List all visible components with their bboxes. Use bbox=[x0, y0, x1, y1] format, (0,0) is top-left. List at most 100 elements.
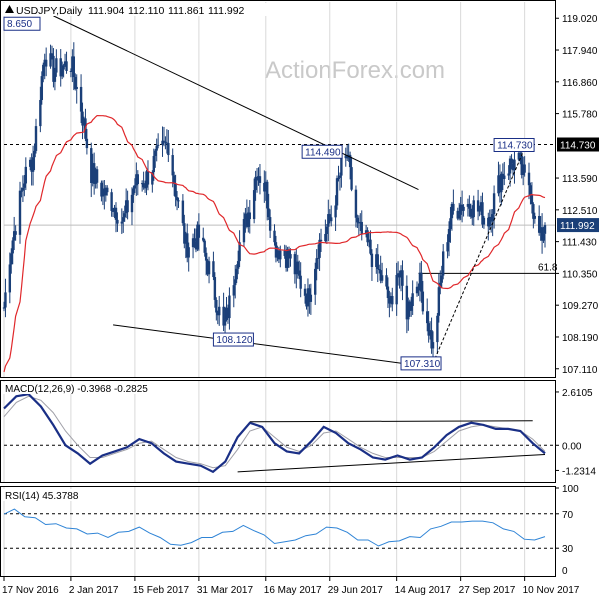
current-price-label: 111.992 bbox=[560, 221, 595, 232]
candle-body bbox=[140, 183, 144, 185]
candle-body bbox=[415, 286, 419, 294]
candle-body bbox=[431, 342, 435, 349]
candle-body bbox=[466, 203, 470, 207]
candle-body bbox=[30, 159, 33, 172]
candle-body bbox=[370, 253, 374, 267]
candle-body bbox=[122, 217, 125, 222]
candle-body bbox=[74, 77, 77, 89]
macd-title-bg bbox=[3, 382, 163, 394]
candle-body bbox=[143, 187, 147, 189]
candle-body bbox=[510, 158, 513, 164]
candle-body bbox=[513, 159, 516, 171]
x-axis-label: 27 Sep 2017 bbox=[459, 585, 516, 596]
y-axis-label: 110.350 bbox=[562, 269, 598, 280]
candle-body bbox=[418, 272, 422, 291]
candle-body bbox=[492, 193, 496, 215]
y-axis-label: 119.020 bbox=[562, 14, 598, 25]
candle-body bbox=[44, 59, 48, 67]
y-axis-label: 112.510 bbox=[562, 206, 598, 217]
candle-body bbox=[33, 150, 36, 158]
candle-body bbox=[258, 176, 262, 183]
header-triangle-icon bbox=[5, 5, 14, 13]
candle-body bbox=[327, 214, 330, 227]
candle-body bbox=[279, 250, 282, 260]
y-axis-label: 117.940 bbox=[562, 46, 598, 57]
candle-body bbox=[111, 210, 115, 212]
candle-body bbox=[360, 221, 363, 235]
y-axis-label: 113.590 bbox=[562, 174, 598, 185]
candle-body bbox=[136, 174, 139, 185]
x-axis-label: 17 Nov 2016 bbox=[2, 585, 59, 596]
candle-body bbox=[50, 53, 54, 56]
macd-rising-trendline bbox=[237, 453, 546, 473]
candle-body bbox=[396, 273, 400, 275]
price-callout-label: 108.120 bbox=[216, 335, 253, 346]
candle-body bbox=[11, 240, 14, 254]
rsi-y-label: 100 bbox=[562, 484, 579, 495]
price-callout-label: 114.490 bbox=[305, 147, 341, 158]
candle-body bbox=[319, 239, 323, 242]
candle-body bbox=[2, 307, 6, 309]
y-axis-label: 107.110 bbox=[562, 365, 598, 376]
candle-body bbox=[75, 86, 78, 89]
candle-body bbox=[532, 204, 535, 219]
candle-body bbox=[197, 224, 201, 238]
candle-body bbox=[497, 175, 500, 194]
chart-header: USDJPY,Daily 111.904 112.110 111.861 111… bbox=[2, 3, 272, 17]
rsi-title-bg bbox=[3, 489, 83, 501]
fibonacci-level-label: 61.8 bbox=[538, 262, 558, 273]
candle-body bbox=[49, 53, 52, 67]
candle-body bbox=[338, 175, 342, 178]
candle-body bbox=[488, 216, 491, 227]
candle-body bbox=[366, 230, 369, 243]
candle-body bbox=[161, 140, 164, 145]
candle-body bbox=[411, 293, 414, 306]
annotation-layer: 8.650 114.490 114.730 108.120 107.310 bbox=[3, 16, 535, 371]
y-axis-label: 109.270 bbox=[562, 301, 599, 312]
candle-body bbox=[225, 307, 228, 320]
moving-average-line bbox=[3, 114, 546, 373]
candle-body bbox=[226, 307, 230, 319]
candle-body bbox=[95, 169, 99, 183]
rsi-line bbox=[3, 508, 546, 547]
candle-body bbox=[133, 185, 137, 189]
candle-body bbox=[152, 155, 155, 173]
candle-body bbox=[298, 270, 301, 276]
trendline-layer bbox=[53, 15, 526, 367]
candle-body bbox=[59, 58, 62, 77]
candle-body bbox=[203, 240, 206, 253]
candle-body bbox=[335, 178, 339, 206]
candle-body bbox=[162, 140, 166, 142]
candle-body bbox=[399, 270, 403, 278]
candle-body bbox=[110, 192, 113, 211]
candle-body bbox=[447, 228, 451, 243]
candle-body bbox=[395, 274, 398, 305]
axis-layer: 17 Nov 2016 2 Jan 2017 15 Feb 2017 31 Mar 2… bbox=[2, 14, 599, 596]
candle-body bbox=[523, 164, 526, 173]
x-axis-label: 31 Mar 2017 bbox=[197, 585, 254, 596]
candle-body bbox=[40, 76, 44, 100]
candle-body bbox=[273, 230, 276, 243]
candle-body bbox=[255, 176, 259, 181]
candle-body bbox=[71, 56, 74, 72]
candle-body bbox=[376, 254, 379, 270]
candle-body bbox=[439, 282, 442, 288]
falling-support-trendline bbox=[113, 324, 423, 367]
candle-body bbox=[344, 155, 347, 159]
rsi-title: RSI(14) 45.3788 bbox=[5, 491, 79, 502]
candle-body bbox=[511, 163, 515, 171]
header-open: 111.904 bbox=[88, 5, 125, 17]
candle-body bbox=[244, 213, 247, 220]
candle-body bbox=[268, 217, 272, 231]
candle-body bbox=[276, 250, 279, 258]
candle-body bbox=[106, 187, 109, 193]
candle-body bbox=[324, 233, 327, 242]
candle-body bbox=[364, 230, 368, 235]
candle-body bbox=[113, 207, 116, 212]
candle-body bbox=[82, 118, 86, 126]
candle-body bbox=[441, 251, 445, 276]
x-axis-label: 10 Nov 2017 bbox=[523, 585, 580, 596]
candle-body bbox=[417, 286, 420, 291]
macd-y-label: 2.6105 bbox=[562, 388, 593, 399]
